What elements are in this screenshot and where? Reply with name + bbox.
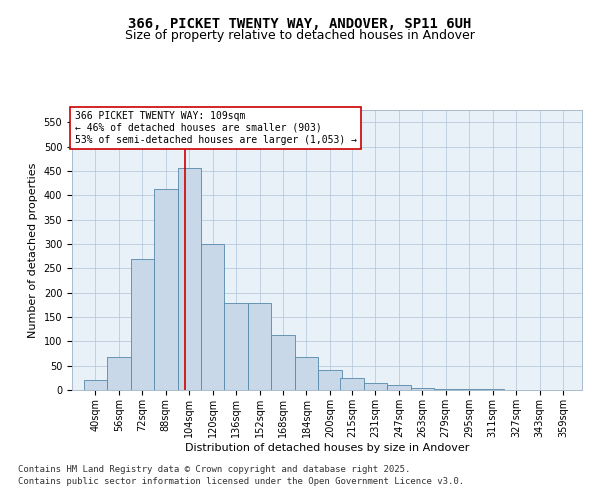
Bar [295, 357, 318, 390]
Bar [434, 388, 457, 390]
Bar [248, 304, 271, 390]
Text: 366 PICKET TWENTY WAY: 109sqm
← 46% of detached houses are smaller (903)
53% of : 366 PICKET TWENTY WAY: 109sqm ← 46% of d… [74, 112, 356, 144]
Bar [154, 189, 178, 390]
Bar [318, 370, 341, 390]
Y-axis label: Number of detached properties: Number of detached properties [28, 162, 38, 338]
Text: Contains public sector information licensed under the Open Government Licence v3: Contains public sector information licen… [18, 477, 464, 486]
Bar [387, 385, 410, 390]
Bar [340, 378, 364, 390]
Bar [84, 380, 107, 390]
Bar [271, 335, 295, 390]
Bar [107, 357, 131, 390]
Bar [224, 304, 248, 390]
Bar [178, 168, 201, 390]
X-axis label: Distribution of detached houses by size in Andover: Distribution of detached houses by size … [185, 442, 469, 452]
Bar [481, 389, 505, 390]
Text: Contains HM Land Registry data © Crown copyright and database right 2025.: Contains HM Land Registry data © Crown c… [18, 465, 410, 474]
Bar [457, 389, 481, 390]
Bar [364, 383, 387, 390]
Bar [131, 258, 154, 390]
Bar [410, 388, 434, 390]
Text: 366, PICKET TWENTY WAY, ANDOVER, SP11 6UH: 366, PICKET TWENTY WAY, ANDOVER, SP11 6U… [128, 18, 472, 32]
Bar [201, 244, 224, 390]
Text: Size of property relative to detached houses in Andover: Size of property relative to detached ho… [125, 29, 475, 42]
